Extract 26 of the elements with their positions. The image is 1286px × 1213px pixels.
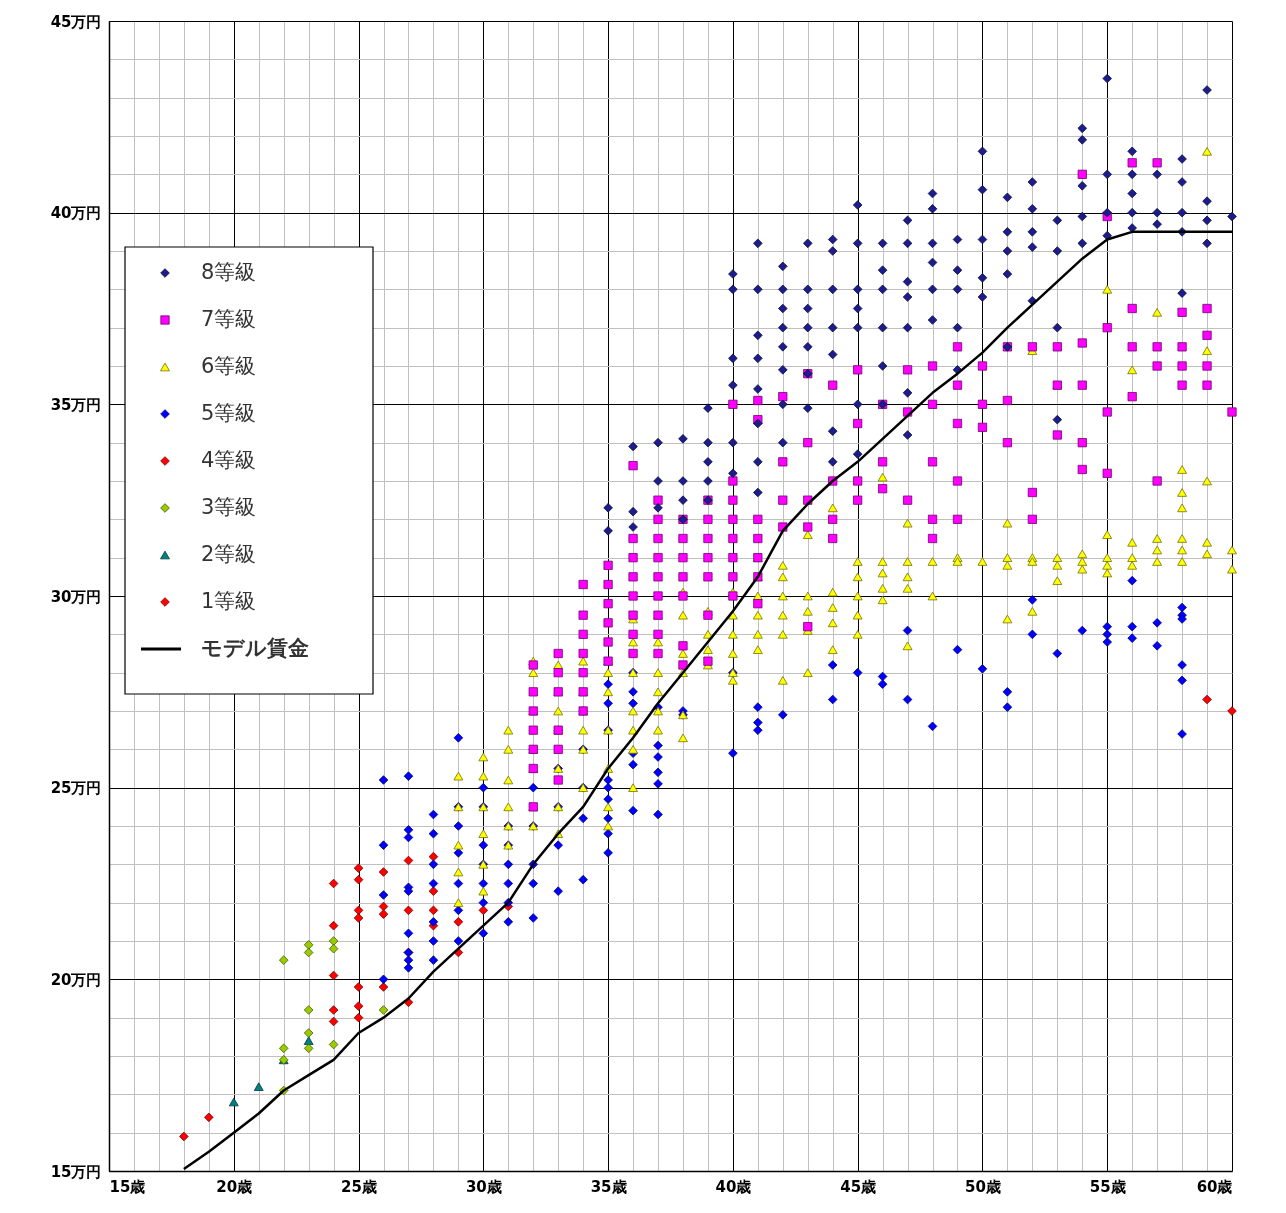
y-tick-label: 35万円 [50,395,102,414]
x-tick-label: 35歳 [590,1177,627,1196]
x-tick-label: 60歳 [1196,1177,1233,1196]
x-tick-label: 30歳 [465,1177,502,1196]
x-tick-label: 20歳 [216,1177,253,1196]
legend-label: モデル賃金 [201,636,309,660]
x-tick-label: 40歳 [715,1177,752,1196]
x-tick-label: 45歳 [840,1177,877,1196]
y-tick-label: 40万円 [50,204,102,223]
legend-label: 5等級 [201,401,257,425]
y-tick-label: 25万円 [50,779,102,798]
legend-label: 2等級 [201,542,257,566]
x-tick-label: 25歳 [341,1177,377,1196]
y-tick-label: 45万円 [50,12,102,31]
y-tick-label: 20万円 [50,970,102,989]
legend-label: 3等級 [201,495,257,519]
y-tick-label: 30万円 [50,587,102,606]
legend-label: 8等級 [201,260,257,284]
legend-label: 1等級 [201,589,257,613]
x-tick-label: 15歳 [109,1177,146,1196]
legend-label: 7等級 [201,307,257,331]
x-tick-label: 50歳 [965,1177,1001,1196]
x-tick-label: 55歳 [1089,1177,1126,1196]
legend-label: 4等級 [201,448,257,472]
legend-label: 6等級 [201,354,257,378]
y-tick-label: 15万円 [50,1162,102,1181]
